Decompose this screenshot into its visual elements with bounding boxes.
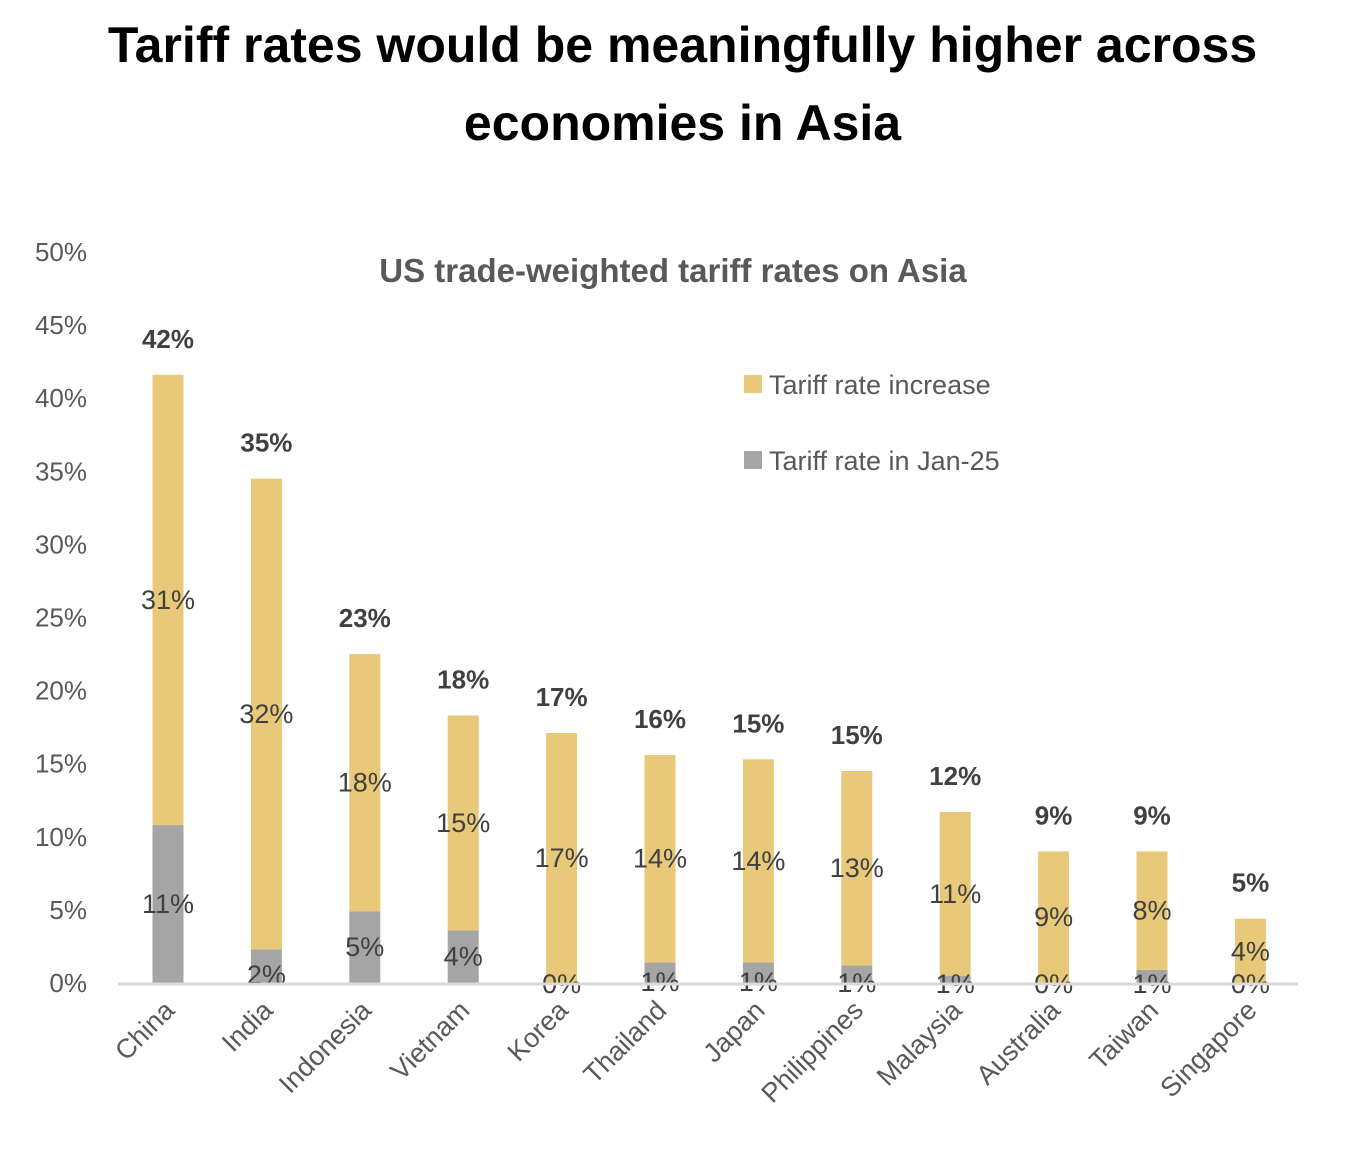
main-title-line-1: Tariff rates would be meaningfully highe… [107, 17, 1258, 73]
data-label-total: 23% [339, 603, 391, 633]
y-tick-label: 30% [35, 529, 87, 559]
bar-increase [939, 811, 971, 976]
bar-jan25 [1136, 969, 1168, 983]
data-label-total: 12% [929, 761, 981, 791]
data-label-total: 42% [142, 324, 194, 354]
bar-increase [546, 732, 578, 983]
data-label-total: 18% [437, 664, 489, 694]
data-label-increase: 11% [929, 879, 981, 909]
x-tick-label: China [109, 994, 181, 1066]
data-label-increase: 9% [1034, 902, 1073, 932]
bar-increase [644, 754, 676, 963]
legend-label-increase: Tariff rate increase [769, 370, 991, 400]
data-label-jan25: 1% [640, 967, 679, 997]
y-tick-label: 25% [35, 603, 87, 633]
data-label-increase: 13% [830, 853, 884, 883]
legend-label-jan25: Tariff rate in Jan-25 [769, 446, 1000, 476]
y-tick-label: 15% [35, 749, 87, 779]
x-tick-label: Thailand [578, 995, 672, 1089]
y-tick-label: 45% [35, 310, 87, 340]
data-label-total: 17% [536, 682, 588, 712]
bar-increase [349, 654, 381, 912]
bar-jan25 [152, 825, 184, 983]
data-label-jan25: 5% [345, 932, 384, 962]
data-label-total: 5% [1232, 868, 1270, 898]
bar-jan25 [742, 962, 774, 983]
y-tick-label: 10% [35, 822, 87, 852]
data-label-total: 9% [1133, 800, 1171, 830]
x-tick-label: Vietnam [385, 995, 476, 1086]
data-label-increase: 31% [141, 585, 195, 615]
x-tick-label: Korea [502, 994, 575, 1067]
data-label-total: 15% [831, 720, 883, 750]
bar-jan25 [644, 962, 676, 983]
data-label-increase: 8% [1132, 896, 1171, 926]
legend-swatch-increase [744, 375, 762, 393]
y-tick-label: 0% [49, 968, 87, 998]
x-tick-label: Singapore [1154, 995, 1262, 1103]
data-label-jan25: 2% [247, 960, 286, 990]
data-label-increase: 32% [239, 699, 293, 729]
bar-increase [841, 771, 873, 966]
legend: Tariff rate increase Tariff rate in Jan-… [744, 370, 1000, 476]
data-label-increase: 14% [633, 844, 687, 874]
bar-increase [447, 715, 479, 931]
x-tick-label: Malaysia [871, 994, 968, 1091]
x-tick-label: Australia [970, 994, 1066, 1090]
y-tick-label: 35% [35, 456, 87, 486]
legend-swatch-jan25 [744, 451, 762, 469]
x-tick-label: Indonesia [273, 994, 378, 1099]
bar-increase [1038, 851, 1070, 983]
bar-jan25 [841, 965, 873, 983]
main-title: Tariff rates would be meaningfully highe… [0, 6, 1365, 162]
bar-increase [1234, 918, 1266, 983]
bar-increase [1136, 851, 1168, 970]
bar-jan25 [349, 911, 381, 983]
x-tick-label: India [216, 994, 279, 1057]
data-label-total: 9% [1035, 800, 1073, 830]
data-label-total: 35% [240, 428, 292, 458]
data-label-jan25: 4% [444, 942, 483, 972]
y-tick-label: 5% [49, 895, 87, 925]
y-tick-label: 20% [35, 676, 87, 706]
bar-increase [742, 759, 774, 963]
data-label-increase: 15% [436, 808, 490, 838]
bar-jan25 [447, 930, 479, 983]
x-tick-label: Japan [697, 995, 770, 1068]
data-label-jan25: 1% [739, 967, 778, 997]
chart-title: US trade-weighted tariff rates on Asia [379, 252, 967, 289]
main-title-line-2: economies in Asia [463, 95, 902, 151]
x-tick-label: Philippines [755, 995, 869, 1109]
data-label-increase: 18% [338, 768, 392, 798]
bar-increase [152, 374, 184, 826]
data-label-increase: 14% [731, 846, 785, 876]
bar-jan25 [939, 975, 971, 983]
y-tick-label: 50% [35, 237, 87, 267]
y-tick-label: 40% [35, 383, 87, 413]
data-label-total: 15% [732, 708, 784, 738]
data-label-increase: 17% [535, 843, 589, 873]
data-label-jan25: 11% [142, 889, 194, 919]
bar-increase [250, 478, 282, 950]
data-label-increase: 4% [1231, 937, 1270, 967]
x-tick-label: Taiwan [1084, 995, 1165, 1076]
bar-jan25 [250, 949, 282, 983]
data-label-total: 16% [634, 704, 686, 734]
